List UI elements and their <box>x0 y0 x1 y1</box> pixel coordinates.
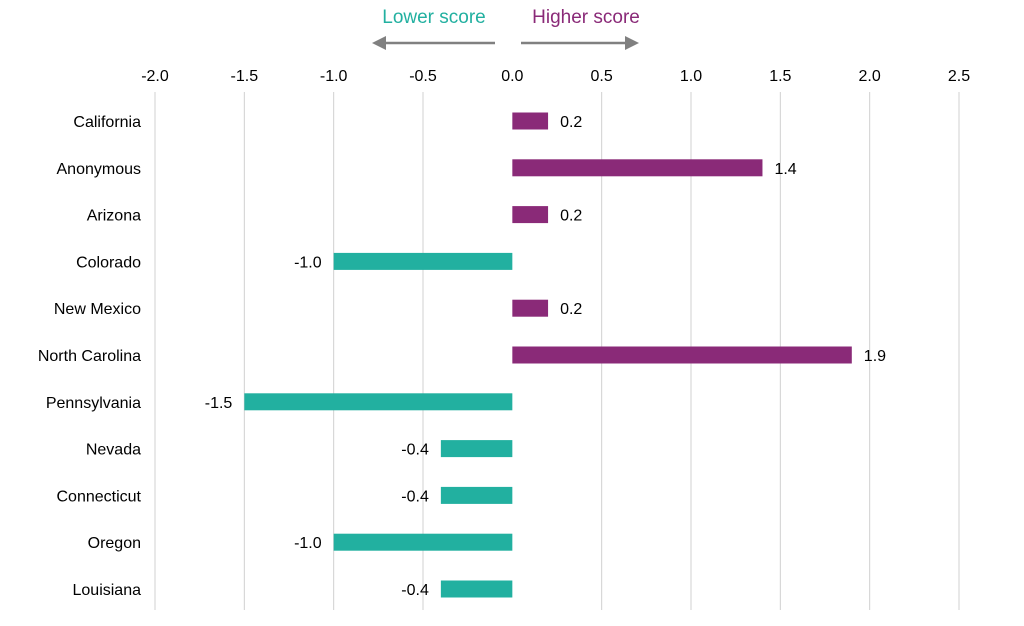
bar <box>440 580 513 598</box>
right-arrow-icon <box>521 36 639 50</box>
bars <box>244 112 852 598</box>
category-label: North Carolina <box>38 348 141 365</box>
category-label: Anonymous <box>57 161 142 178</box>
bar <box>512 346 852 364</box>
x-tick-label: 0.0 <box>501 68 523 85</box>
bar <box>244 393 513 411</box>
x-tick-label: 1.0 <box>680 68 702 85</box>
category-label: Connecticut <box>57 488 142 505</box>
legend: Lower score Higher score <box>372 7 640 50</box>
bar <box>512 299 549 317</box>
x-tick-label: 2.0 <box>859 68 881 85</box>
category-label: New Mexico <box>54 301 141 318</box>
left-arrow-icon <box>372 36 495 50</box>
bar <box>512 112 549 130</box>
data-label: -1.0 <box>294 535 322 552</box>
data-label: 0.2 <box>560 301 582 318</box>
category-label: California <box>73 114 141 131</box>
x-tick-label: -1.0 <box>320 68 348 85</box>
bar <box>333 533 513 551</box>
category-label: Oregon <box>88 535 141 552</box>
data-label: 1.4 <box>774 161 796 178</box>
x-tick-label: 0.5 <box>591 68 613 85</box>
legend-higher-score: Higher score <box>532 7 640 28</box>
category-labels: California Anonymous Arizona Colorado New Me… <box>38 114 142 599</box>
data-label: 0.2 <box>560 114 582 131</box>
x-tick-label: -0.5 <box>409 68 437 85</box>
bar <box>440 440 513 458</box>
x-tick-label: -2.0 <box>141 68 169 85</box>
category-label: Colorado <box>76 254 141 271</box>
bar <box>512 159 763 177</box>
data-labels: 0.2 1.4 0.2 -1.0 0.2 1.9 -1.5 -0.4 -0.4 -1.0 -0.4 <box>205 114 886 599</box>
category-label: Louisiana <box>73 582 142 599</box>
category-label: Arizona <box>87 208 141 225</box>
bar <box>333 252 513 270</box>
x-axis-ticks: -2.0 -1.5 -1.0 -0.5 0.0 0.5 1.0 1.5 2.0 2.5 <box>141 68 970 85</box>
legend-lower-score: Lower score <box>382 7 486 28</box>
data-label: -0.4 <box>401 442 429 459</box>
category-label: Pennsylvania <box>46 395 141 412</box>
bar <box>512 206 549 224</box>
data-label: 0.2 <box>560 208 582 225</box>
category-label: Nevada <box>86 442 141 459</box>
x-tick-label: 2.5 <box>948 68 970 85</box>
data-label: -0.4 <box>401 582 429 599</box>
x-tick-label: -1.5 <box>231 68 259 85</box>
data-label: -1.0 <box>294 254 322 271</box>
bar <box>440 486 513 504</box>
data-label: 1.9 <box>864 348 886 365</box>
data-label: -0.4 <box>401 488 429 505</box>
data-label: -1.5 <box>205 395 233 412</box>
x-tick-label: 1.5 <box>769 68 791 85</box>
